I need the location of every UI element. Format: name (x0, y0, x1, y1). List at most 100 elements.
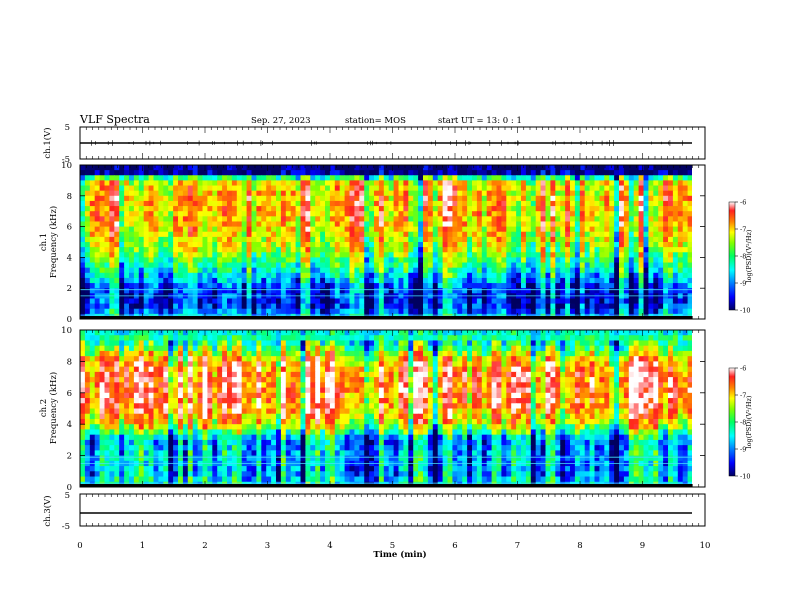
spectrogram-cell (217, 175, 223, 181)
spectrogram-cell (280, 200, 287, 207)
spectrogram-cell (251, 195, 257, 202)
spectrogram-cell (315, 185, 321, 192)
spectrogram-cell (447, 175, 453, 181)
spectrogram-cell (579, 361, 586, 368)
spectrogram-cell (418, 170, 424, 176)
spectrogram-cell (251, 206, 257, 212)
spectrogram-cell (276, 303, 282, 310)
spectrogram-cell (388, 340, 395, 347)
spectrogram-cell (570, 226, 576, 233)
spectrogram-cell (486, 257, 493, 264)
spectrogram-cell (623, 345, 630, 352)
spectrogram-cell (663, 262, 669, 269)
spectrogram-cell (584, 303, 591, 310)
spectrogram-cell (359, 216, 365, 223)
spectrogram-cell (231, 277, 238, 284)
spectrogram-cell (158, 216, 164, 223)
spectrogram-cell (143, 335, 150, 342)
spectrogram-cell (197, 247, 204, 253)
spectrogram-cell (550, 257, 556, 264)
spectrogram-cell (423, 308, 429, 315)
spectrogram-cell (383, 335, 390, 342)
spectrogram-cell (594, 335, 600, 342)
spectrogram-cell (256, 175, 262, 181)
spectrogram-cell (300, 190, 306, 197)
spectrogram-cell (432, 298, 439, 305)
spectrogram-cell (398, 283, 404, 289)
spectrogram-cell (388, 206, 395, 212)
spectrogram-cell (437, 180, 444, 187)
spectrogram-cell (231, 206, 238, 212)
spectrogram-cell (609, 180, 615, 187)
spectrogram-cell (550, 175, 556, 181)
spectrogram-cell (658, 231, 664, 238)
spectrogram-cell (266, 283, 272, 289)
spectrogram-cell (227, 340, 233, 347)
spectrogram-cell (648, 371, 654, 378)
spectrogram-cell (579, 247, 586, 253)
spectrogram-cell (462, 272, 468, 279)
spectrogram-cell (599, 252, 605, 258)
spectrogram-cell (442, 345, 449, 352)
spectrogram-cell (599, 288, 605, 294)
spectrogram-cell (300, 236, 306, 243)
spectrogram-cell (648, 226, 654, 233)
spectrogram-cell (393, 303, 400, 310)
spectrogram-cell (359, 211, 365, 217)
spectrogram-cell (619, 262, 625, 269)
spectrogram-cell (496, 308, 502, 315)
spectrogram-cell (447, 247, 453, 253)
spectrogram-cell (418, 216, 424, 223)
spectrogram-cell (614, 226, 620, 233)
spectrogram-cell (80, 170, 86, 176)
spectrogram-cell (525, 211, 532, 217)
spectrogram-cell (315, 231, 321, 238)
spectrogram-cell (413, 356, 419, 362)
spectrogram-cell (168, 200, 174, 207)
spectrogram-cell (168, 185, 174, 192)
spectrogram-cell (173, 356, 179, 362)
spectrogram-cell (525, 356, 532, 362)
spectrogram-cell (173, 175, 179, 181)
spectrogram-cell (589, 361, 596, 368)
spectrogram-cell (609, 308, 615, 315)
spectrogram-cell (354, 195, 360, 202)
spectrogram-cell (545, 267, 551, 274)
spectrogram-cell (418, 242, 424, 248)
spectrogram-cell (197, 366, 204, 373)
spectrogram-cell (212, 356, 218, 362)
spectrogram-cell (364, 308, 370, 315)
spectrogram-cell (648, 236, 654, 243)
spectrogram-cell (329, 242, 336, 248)
spectrogram-cell (467, 247, 473, 253)
spectrogram-cell (530, 267, 537, 274)
spectrogram-cell (212, 257, 218, 264)
spectrogram-cell (246, 257, 253, 264)
spectrogram-cell (344, 221, 351, 228)
spectrogram-cell (648, 231, 654, 238)
spectrogram-cell (565, 361, 571, 368)
spectrogram-cell (388, 185, 395, 192)
spectrogram-cell (236, 366, 243, 373)
spectrogram-cell (374, 165, 380, 171)
spectrogram-cell (99, 175, 106, 181)
spectrogram-cell (486, 221, 493, 228)
spectrogram-cell (256, 277, 262, 284)
spectrogram-cell (648, 366, 654, 373)
spectrogram-cell (388, 175, 395, 181)
spectrogram-cell (472, 185, 478, 192)
spectrogram-cell (300, 200, 306, 207)
spectrogram-cell (481, 298, 488, 305)
spectrogram-cell (565, 221, 571, 228)
spectrogram-cell (584, 216, 591, 223)
spectrogram-cell (182, 180, 189, 187)
spectrogram-cell (423, 231, 429, 238)
spectrogram-cell (212, 180, 218, 187)
spectrogram-cell (231, 180, 238, 187)
spectrogram-cell (496, 165, 502, 171)
spectrogram-cell (280, 335, 287, 342)
spectrogram-cell (668, 298, 674, 305)
ch1-waveform-spikes (91, 140, 683, 146)
spectrogram-cell (628, 165, 635, 171)
spectrogram-cell (334, 211, 341, 217)
